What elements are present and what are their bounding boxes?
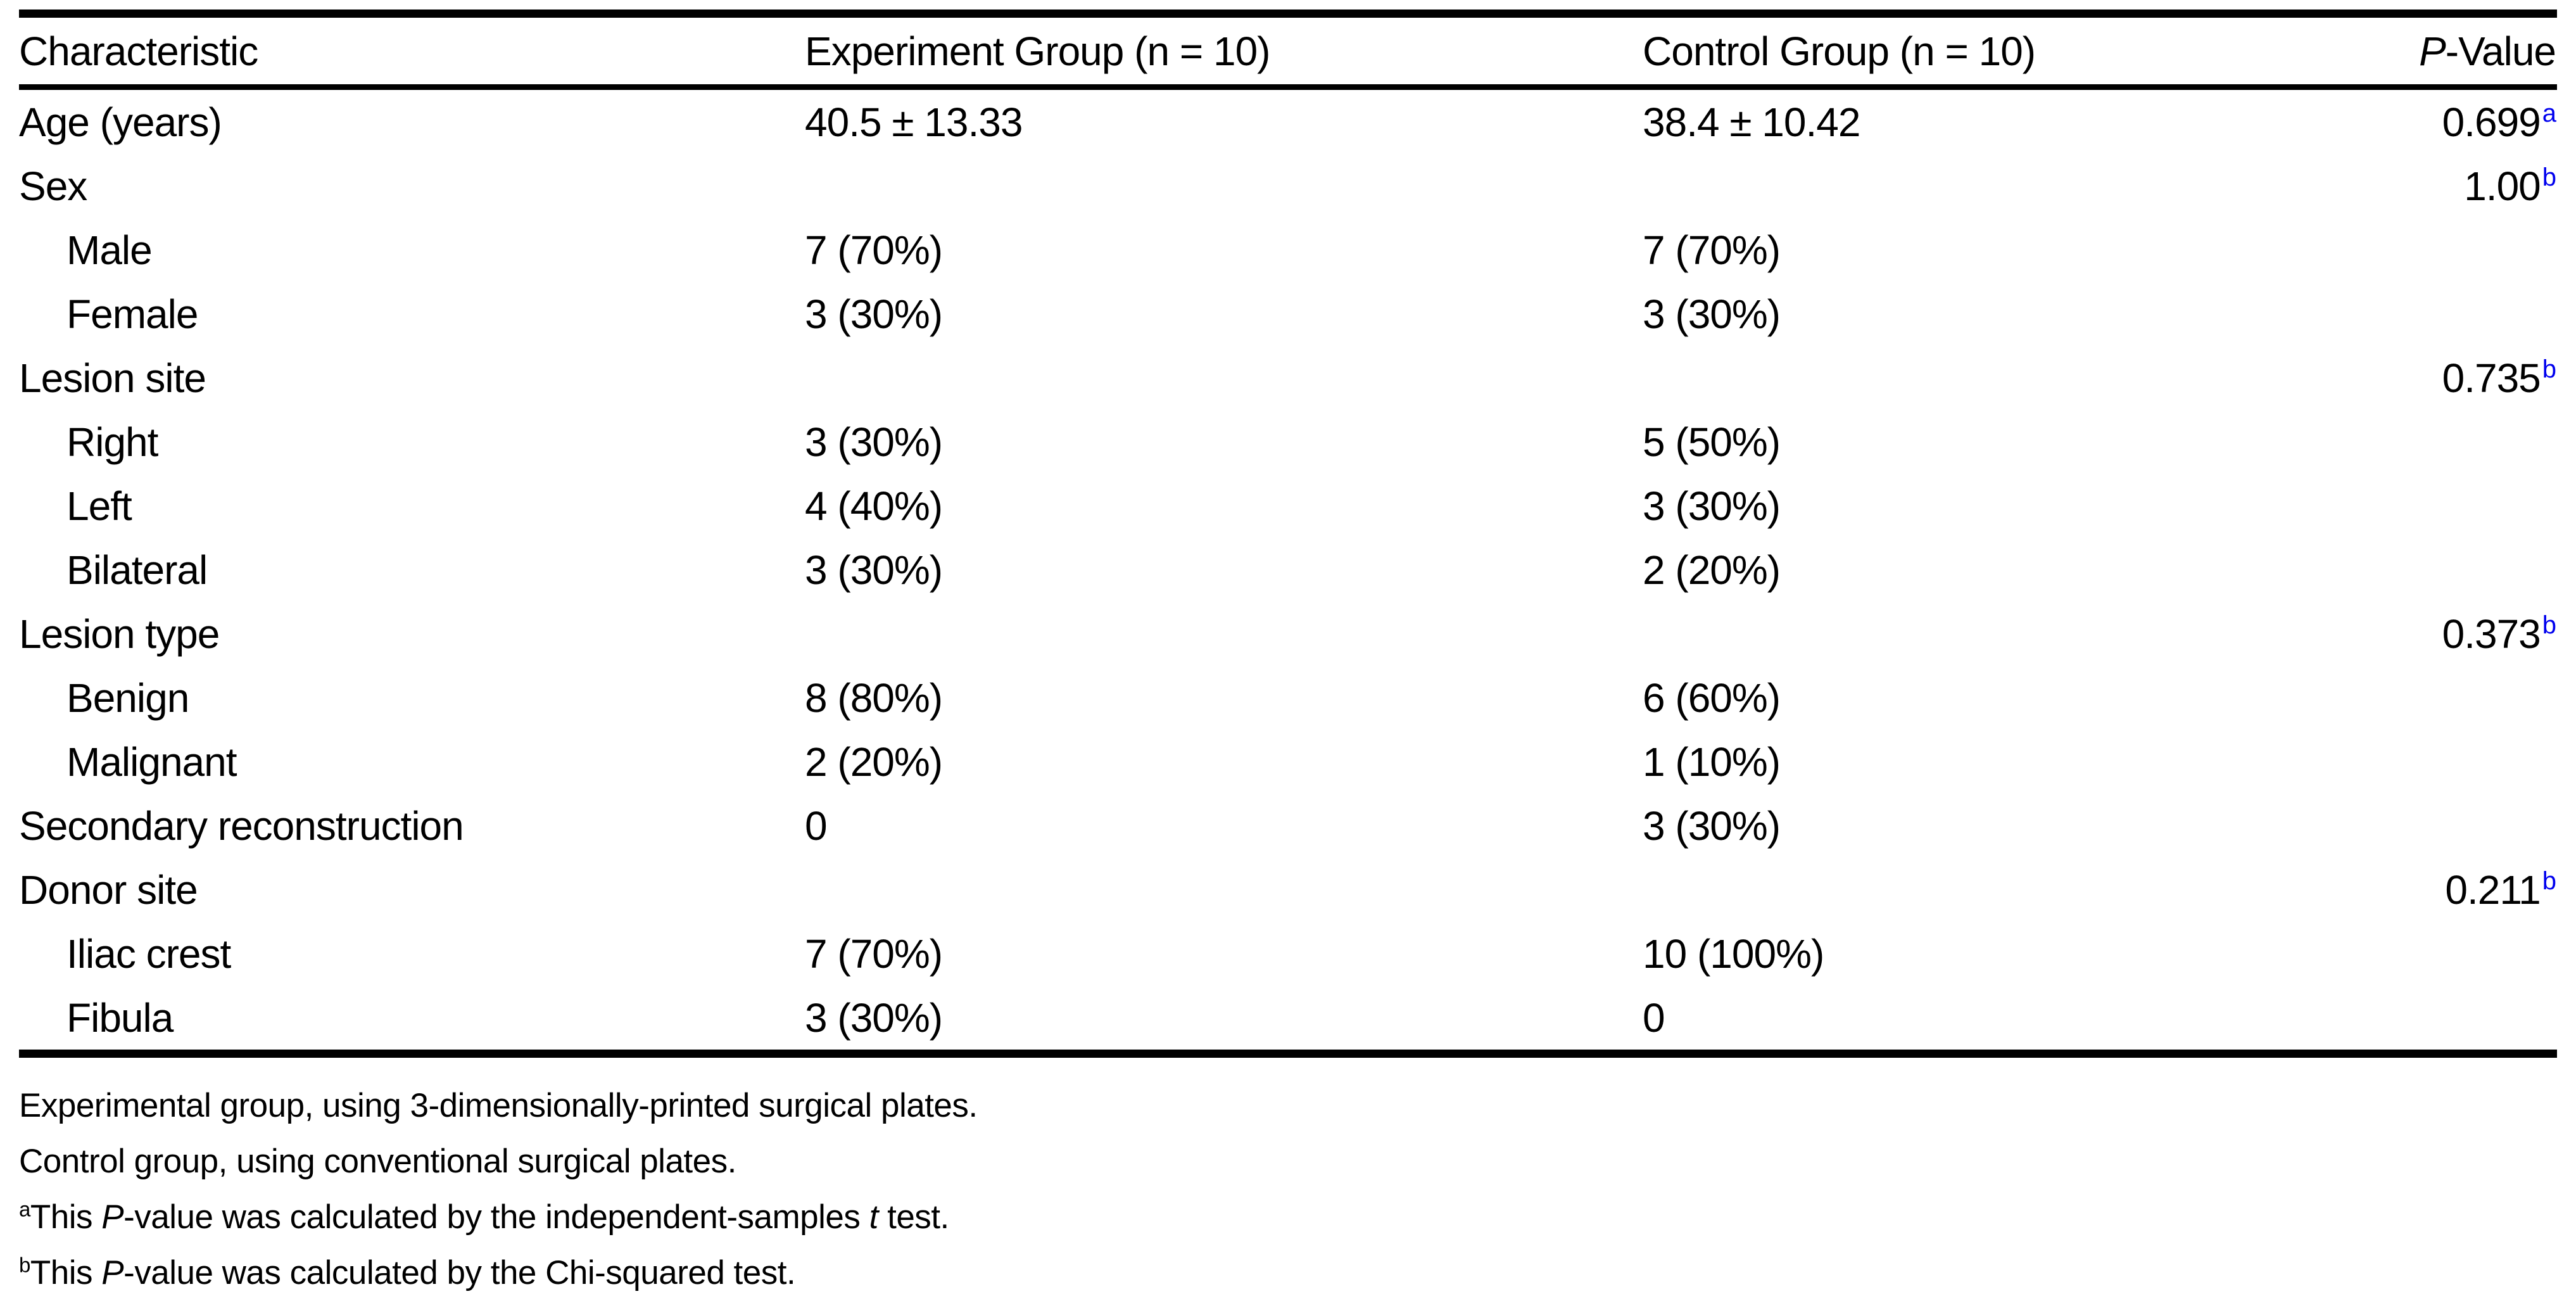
footnote-text: P: [101, 1198, 124, 1236]
characteristic-cell: Malignant: [66, 739, 237, 785]
footnote-text: This: [30, 1254, 102, 1291]
p-value-cell: 0.211b: [2276, 866, 2557, 913]
footnotes: Experimental group, using 3-dimensionall…: [19, 1078, 978, 1301]
top-rule: [19, 10, 2557, 18]
table-row: Male 7 (70%) 7 (70%): [19, 218, 2557, 282]
characteristics-table: Characteristic Experiment Group (n = 10)…: [19, 10, 2557, 1058]
experiment-value-cell: 7 (70%): [805, 930, 943, 977]
table-row: Sex 1.00b: [19, 154, 2557, 218]
table-row: Age (years) 40.5 ± 13.33 38.4 ± 10.42 0.699…: [19, 90, 2557, 154]
col-header-control-group: Control Group (n = 10): [1643, 28, 2036, 74]
table-row: Right 3 (30%) 5 (50%): [19, 410, 2557, 474]
characteristic-cell: Benign: [66, 675, 189, 721]
characteristic-cell: Donor site: [19, 866, 198, 913]
p-value-cell: 1.00b: [2276, 163, 2557, 210]
footnote-superscript: a: [19, 1197, 30, 1221]
table-row: Fibula 3 (30%) 0: [19, 986, 2557, 1050]
table-row: Benign 8 (80%) 6 (60%): [19, 666, 2557, 730]
control-value-cell: 2 (20%): [1643, 547, 1781, 593]
footnote-text: This: [30, 1198, 102, 1236]
p-value-cell: 0.699a: [2276, 99, 2557, 146]
table-body: Age (years) 40.5 ± 13.33 38.4 ± 10.42 0.699…: [19, 90, 2557, 1050]
table-header-row: Characteristic Experiment Group (n = 10)…: [19, 18, 2557, 84]
experiment-value-cell: 3 (30%): [805, 419, 943, 465]
p-value-number: 0.735: [2442, 355, 2541, 401]
table-row: Left 4 (40%) 3 (30%): [19, 474, 2557, 538]
col-header-p-value: P-Value: [2276, 28, 2557, 75]
characteristic-cell: Secondary reconstruction: [19, 803, 464, 849]
control-value-cell: 3 (30%): [1643, 483, 1781, 529]
table-row: Lesion site 0.735b: [19, 346, 2557, 410]
footnote-line: Experimental group, using 3-dimensionall…: [19, 1078, 978, 1134]
control-value-cell: 0: [1643, 994, 1665, 1041]
p-value-superscript: b: [2542, 611, 2556, 640]
table-row: Malignant 2 (20%) 1 (10%): [19, 730, 2557, 794]
characteristic-cell: Age (years): [19, 99, 222, 145]
control-value-cell: 1 (10%): [1643, 739, 1781, 785]
footnote-text: Experimental group, using 3-dimensionall…: [19, 1087, 978, 1124]
table-row: Lesion type 0.373b: [19, 602, 2557, 666]
table-row: Donor site 0.211b: [19, 858, 2557, 922]
col-header-experiment-group: Experiment Group (n = 10): [805, 28, 1270, 74]
experiment-value-cell: 7 (70%): [805, 227, 943, 273]
experiment-value-cell: 4 (40%): [805, 483, 943, 529]
footnote-text: P: [101, 1254, 124, 1291]
p-value-cell: 0.373b: [2276, 611, 2557, 657]
col-header-characteristic: Characteristic: [19, 28, 258, 74]
characteristic-cell: Bilateral: [66, 547, 208, 593]
experiment-value-cell: 2 (20%): [805, 739, 943, 785]
footnote-line: bThis P-value was calculated by the Chi-…: [19, 1245, 978, 1301]
experiment-value-cell: 8 (80%): [805, 675, 943, 721]
characteristic-cell: Iliac crest: [66, 930, 231, 977]
characteristic-cell: Male: [66, 227, 153, 273]
p-value-number: 0.373: [2442, 611, 2541, 657]
footnote-text: test.: [878, 1198, 949, 1236]
control-value-cell: 10 (100%): [1643, 930, 1824, 977]
control-value-cell: 6 (60%): [1643, 675, 1781, 721]
p-value-superscript: b: [2542, 867, 2556, 896]
control-value-cell: 7 (70%): [1643, 227, 1781, 273]
p-value-header-italic-p: P: [2419, 28, 2446, 74]
control-value-cell: 3 (30%): [1643, 803, 1781, 849]
p-value-header-rest: -Value: [2445, 28, 2556, 74]
experiment-value-cell: 3 (30%): [805, 994, 943, 1041]
footnote-line: aThis P-value was calculated by the inde…: [19, 1190, 978, 1245]
footnote-text: -value was calculated by the independent…: [123, 1198, 869, 1236]
p-value-superscript: a: [2542, 99, 2556, 128]
experiment-value-cell: 3 (30%): [805, 291, 943, 337]
characteristic-cell: Sex: [19, 163, 87, 209]
control-value-cell: 5 (50%): [1643, 419, 1781, 465]
footnote-text: t: [869, 1198, 879, 1236]
control-value-cell: 3 (30%): [1643, 291, 1781, 337]
p-value-cell: 0.735b: [2276, 355, 2557, 402]
p-value-number: 0.699: [2442, 99, 2541, 145]
table-row: Female 3 (30%) 3 (30%): [19, 282, 2557, 346]
header-rule: [19, 84, 2557, 90]
footnote-text: Control group, using conventional surgic…: [19, 1143, 736, 1180]
table-row: Secondary reconstruction 0 3 (30%): [19, 794, 2557, 858]
control-value-cell: 38.4 ± 10.42: [1643, 99, 1860, 145]
footnote-superscript: b: [19, 1253, 30, 1277]
p-value-number: 0.211: [2445, 866, 2541, 913]
footnote-line: Control group, using conventional surgic…: [19, 1134, 978, 1190]
characteristic-cell: Lesion site: [19, 355, 206, 401]
experiment-value-cell: 40.5 ± 13.33: [805, 99, 1023, 145]
p-value-superscript: b: [2542, 355, 2556, 384]
footnote-text: -value was calculated by the Chi-squared…: [123, 1254, 796, 1291]
table-row: Iliac crest 7 (70%) 10 (100%): [19, 922, 2557, 986]
characteristic-cell: Female: [66, 291, 198, 337]
characteristic-cell: Lesion type: [19, 611, 220, 657]
characteristic-cell: Right: [66, 419, 158, 465]
experiment-value-cell: 3 (30%): [805, 547, 943, 593]
table-row: Bilateral 3 (30%) 2 (20%): [19, 538, 2557, 602]
characteristic-cell: Fibula: [66, 994, 174, 1041]
p-value-number: 1.00: [2464, 163, 2541, 209]
p-value-superscript: b: [2542, 163, 2556, 192]
bottom-rule: [19, 1050, 2557, 1058]
experiment-value-cell: 0: [805, 803, 828, 849]
characteristic-cell: Left: [66, 483, 132, 529]
